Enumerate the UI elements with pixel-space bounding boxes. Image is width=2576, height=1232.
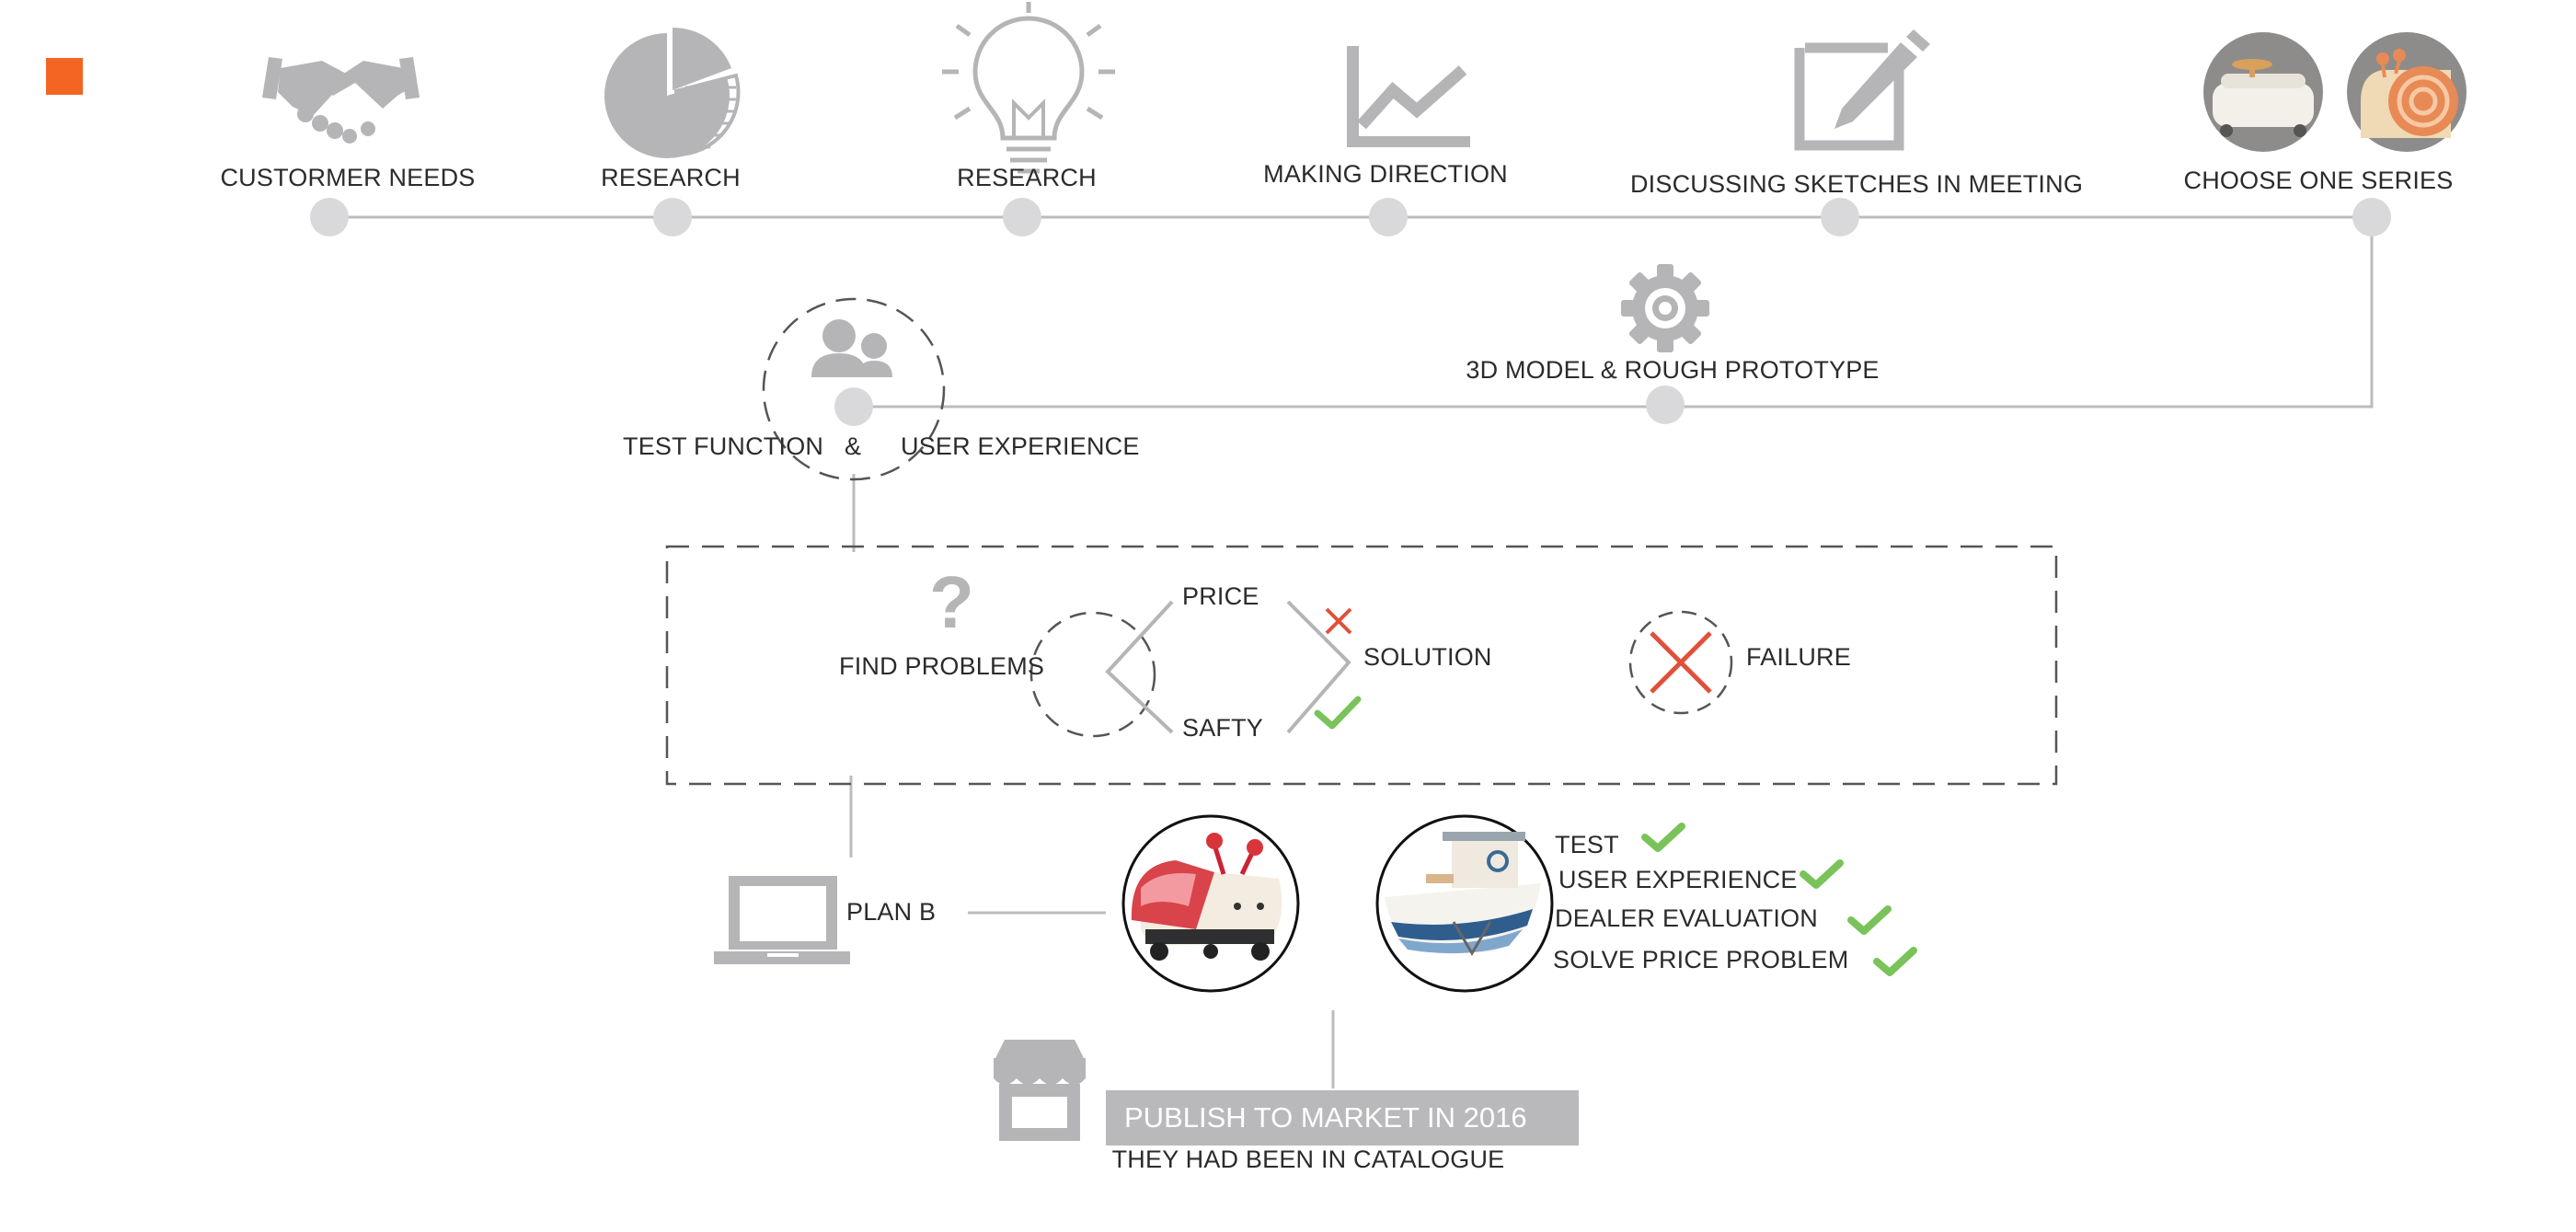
step-label-3d-model: 3D MODEL & ROUGH PROTOTYPE [1466, 356, 1880, 384]
solution-bracket [1286, 600, 1351, 734]
node-research-2 [1003, 198, 1041, 236]
step-label-customer-needs: CUSTORMER NEEDS [220, 164, 476, 191]
solution-label: SOLUTION [1363, 643, 1492, 671]
cross-icon [1325, 607, 1352, 635]
checklist-item-solve-price: SOLVE PRICE PROBLEM [1553, 946, 1849, 973]
find-problems-label: FIND PROBLEMS [839, 652, 1045, 680]
checklist-item-dealer-evaluation: DEALER EVALUATION [1555, 904, 1818, 932]
users-icon [811, 319, 892, 377]
check-icon [1800, 859, 1844, 889]
check-icon [1847, 905, 1892, 935]
checklist-item-test: TEST [1555, 831, 1619, 858]
gear-icon [1621, 264, 1709, 352]
step-label-discussing-sketches: DISCUSSING SKETCHES IN MEETING [1629, 170, 2084, 198]
test-amp-label: & [845, 432, 862, 460]
boat-toy-photo [1375, 814, 1554, 993]
laptop-icon [714, 876, 850, 964]
failure-dashed-circle [1628, 610, 1733, 715]
price-safety-bracket [1105, 600, 1174, 734]
node-making-direction [1369, 198, 1408, 236]
step-label-research-2: RESEARCH [957, 164, 1097, 191]
problems-dashed-circle [1029, 611, 1156, 738]
return-line [854, 217, 2374, 409]
test-dashed-circle [762, 297, 946, 481]
step-label-research-1: RESEARCH [601, 164, 741, 191]
node-3d-model [1646, 386, 1685, 424]
checklist-ticks [1641, 823, 1917, 976]
question-mark-icon: ? [929, 561, 975, 643]
test-function-label: TEST FUNCTION [623, 432, 824, 460]
timeline-connectors [329, 215, 2374, 1088]
step-label-choose-series: CHOOSE ONE SERIES [2183, 167, 2454, 194]
step-label-making-direction: MAKING DIRECTION [1263, 160, 1508, 188]
publish-banner: PUBLISH TO MARKET IN 2016 [1106, 1090, 1579, 1146]
check-icon [1873, 947, 1917, 976]
timeline-nodes [310, 198, 2391, 426]
edit-note-icon [1794, 29, 1930, 151]
checklist-item-user-experience: USER EXPERIENCE [1558, 866, 1798, 893]
pie-chart-icon [604, 27, 741, 159]
node-customer-needs [310, 198, 349, 236]
node-discussing-sketches [1821, 198, 1859, 236]
check-icon [1314, 696, 1362, 730]
node-test [834, 387, 873, 426]
check-icon [1641, 823, 1685, 852]
line-chart-icon [1347, 46, 1470, 147]
problems-box [665, 545, 2058, 786]
plan-b-label: PLAN B [846, 898, 937, 926]
lightbulb-icon [942, 2, 1115, 174]
accent-square [46, 58, 83, 95]
price-label: PRICE [1182, 582, 1259, 610]
ladybug-toy-photo [1121, 814, 1300, 993]
user-experience-label: USER EXPERIENCE [901, 432, 1140, 460]
failure-cross-icon [1650, 631, 1712, 694]
toy-photos [2203, 32, 2467, 152]
store-icon [994, 1040, 1086, 1141]
publish-caption: THEY HAD BEEN IN CATALOGUE [1111, 1146, 1505, 1173]
safety-label: SAFTY [1182, 714, 1264, 742]
node-research-1 [653, 198, 692, 236]
handshake-icon [262, 57, 420, 144]
failure-label: FAILURE [1746, 643, 1851, 671]
node-choose-series [2352, 198, 2391, 236]
